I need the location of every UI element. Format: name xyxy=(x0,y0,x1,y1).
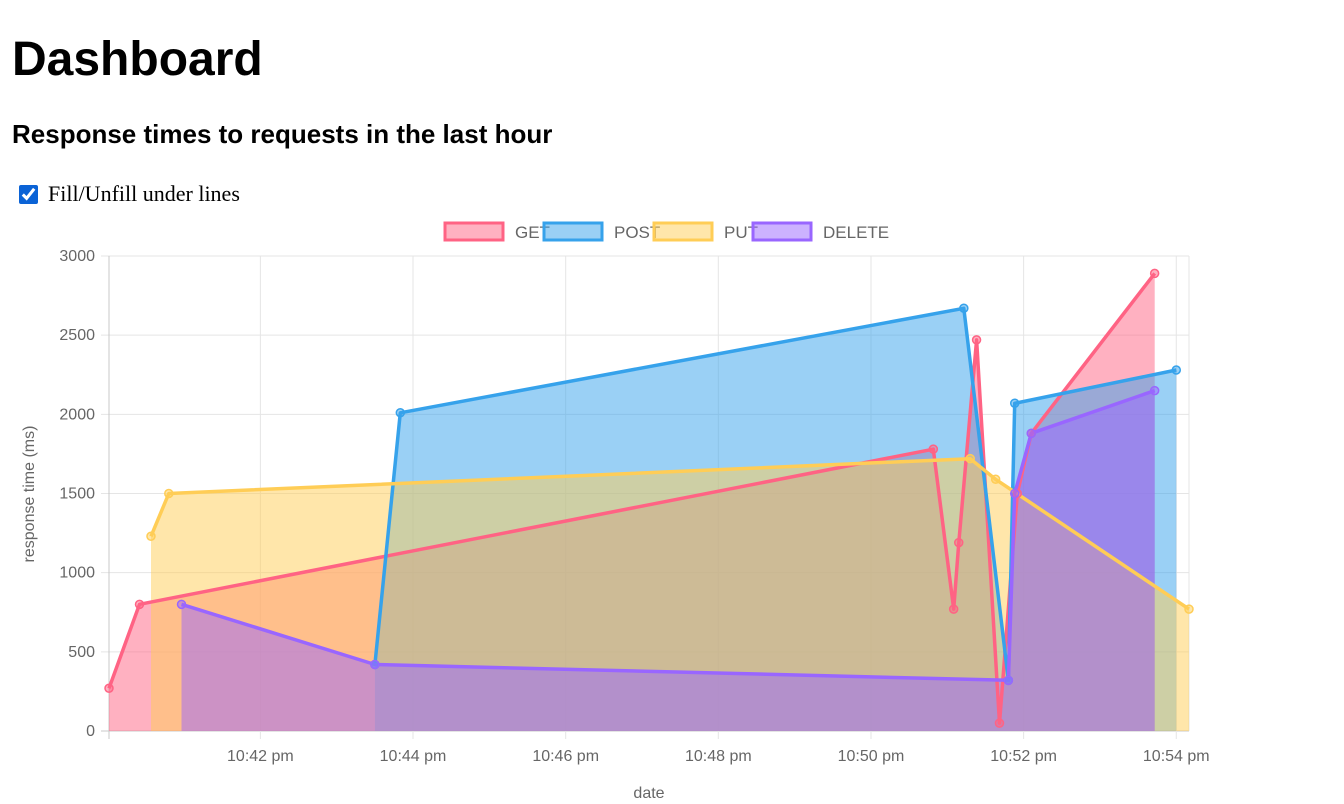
x-tick-label: 10:44 pm xyxy=(380,748,447,765)
legend-label-post: POST xyxy=(614,223,660,242)
point-get xyxy=(928,444,939,454)
point-get xyxy=(104,683,114,693)
point-delete xyxy=(1003,675,1014,686)
y-tick-label: 500 xyxy=(68,644,95,661)
point-put xyxy=(990,474,1001,484)
area-put xyxy=(151,458,1189,731)
point-delete xyxy=(176,599,187,610)
y-tick-label: 2000 xyxy=(59,406,95,423)
point-get xyxy=(1149,268,1160,279)
legend-label-put: PUT xyxy=(724,223,758,242)
point-post xyxy=(959,303,969,313)
legend-swatch-get xyxy=(443,221,505,242)
fill-checkbox[interactable] xyxy=(19,184,38,204)
point-put xyxy=(965,453,975,464)
point-delete xyxy=(1009,488,1020,499)
legend-swatch-put xyxy=(652,221,714,242)
chart-title: Response times to requests in the last h… xyxy=(12,119,553,149)
x-tick-label: 10:54 pm xyxy=(1143,748,1210,765)
chart-points xyxy=(104,268,1194,728)
response-time-chart: GET POST PUT DELETE 0 500 1000 1500 2000 2500 300… xyxy=(21,221,1210,802)
y-tick-label: 3000 xyxy=(59,248,95,265)
chart-legend: GET POST PUT DELETE xyxy=(443,221,889,242)
fill-toggle-label: Fill/Unfill under lines xyxy=(48,181,240,206)
point-get xyxy=(954,537,964,548)
point-delete xyxy=(1149,385,1160,396)
x-tick-label: 10:52 pm xyxy=(990,748,1057,765)
legend-swatch-delete xyxy=(751,221,813,242)
line-delete xyxy=(180,388,1156,683)
y-tick-label: 2500 xyxy=(59,327,95,344)
x-tick-label: 10:42 pm xyxy=(227,748,294,765)
point-put xyxy=(164,488,174,499)
point-delete xyxy=(370,659,380,670)
legend-swatch-post xyxy=(542,221,604,242)
point-get xyxy=(971,335,982,345)
legend-label-get: GET xyxy=(515,223,550,242)
point-post xyxy=(1009,398,1020,408)
point-put xyxy=(146,531,156,541)
point-get xyxy=(948,604,959,614)
point-post xyxy=(1171,365,1182,375)
x-tick-label: 10:50 pm xyxy=(838,748,905,765)
point-get xyxy=(994,718,1005,728)
y-axis-label: response time (ms) xyxy=(21,426,38,563)
chart-axes: 0 500 1000 1500 2000 2500 3000 10:42 pm 10:44 pm… xyxy=(59,248,1209,765)
legend-label-delete: DELETE xyxy=(823,223,889,242)
x-tick-label: 10:48 pm xyxy=(685,748,752,765)
chart-areas xyxy=(109,273,1189,731)
point-get xyxy=(134,599,145,610)
y-tick-label: 1500 xyxy=(59,486,95,503)
point-post xyxy=(395,408,406,418)
y-tick-label: 0 xyxy=(86,723,95,740)
x-axis-label: date xyxy=(633,785,664,802)
y-tick-label: 1000 xyxy=(59,565,95,582)
point-put xyxy=(1184,604,1194,614)
point-delete xyxy=(1026,428,1037,439)
fill-toggle[interactable]: Fill/Unfill under lines xyxy=(17,181,240,207)
x-tick-label: 10:46 pm xyxy=(532,748,599,765)
line-post xyxy=(373,306,1177,683)
page-title: Dashboard xyxy=(12,33,263,86)
